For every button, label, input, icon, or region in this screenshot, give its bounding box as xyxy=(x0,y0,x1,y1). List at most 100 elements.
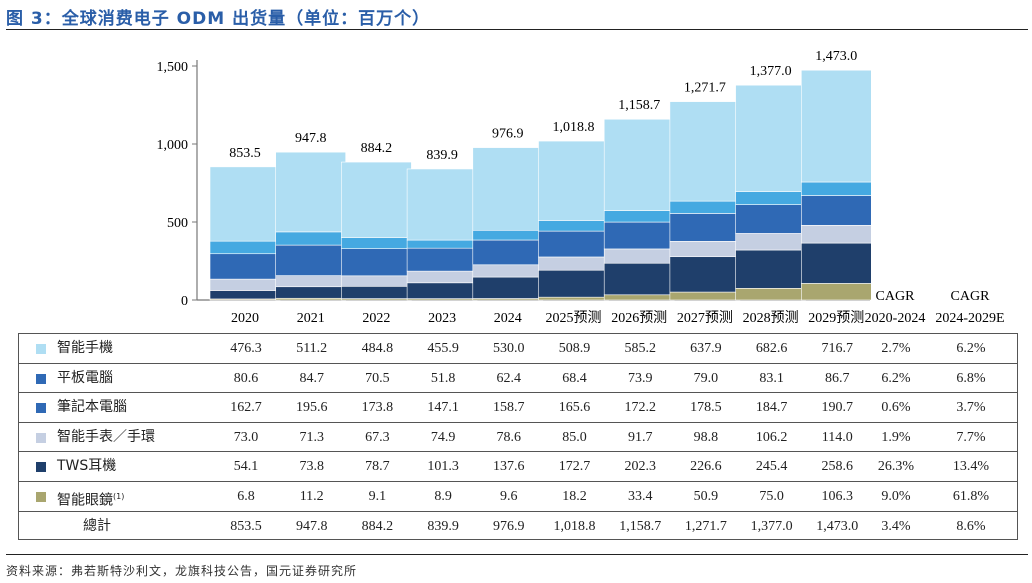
source-note: 资料来源：弗若斯特沙利文，龙旗科技公告，国元证券研究所 xyxy=(6,564,358,578)
value-cell: 51.8 xyxy=(430,370,456,386)
total-label: 884.2 xyxy=(361,141,393,156)
total-label: 1,271.7 xyxy=(684,81,726,96)
total-cell: 884.2 xyxy=(361,518,394,534)
bar-segment xyxy=(406,247,478,272)
bar-segment xyxy=(669,101,741,202)
bar-segment xyxy=(406,270,478,284)
row-label: 筆記本電腦 xyxy=(57,393,127,422)
value-cell: 18.2 xyxy=(562,489,587,504)
bar-segment xyxy=(800,224,872,244)
legend-swatch xyxy=(36,432,46,443)
x-tick-label: 2022 xyxy=(362,311,390,326)
table-row: 智能手機 476.3 511.2 484.8 455.9 530.0 508.9 585.2 6… xyxy=(19,334,1017,364)
bar-segment xyxy=(735,84,806,192)
bar-segment xyxy=(209,290,281,300)
cagr-cell: 3.7% xyxy=(956,400,986,416)
bar-segment xyxy=(472,276,544,299)
bar-segment xyxy=(538,296,609,301)
bar-segment xyxy=(538,269,609,298)
value-cell: 147.1 xyxy=(427,400,459,416)
stacked-bar-chart: 0 500 1,000 1,500 853.5 2020 947.8 2021 884.2 202… xyxy=(157,49,1005,326)
bar-segment xyxy=(669,291,741,301)
value-cell: 716.7 xyxy=(821,341,854,356)
bar-segment xyxy=(800,181,872,196)
x-tick-label: 2025预测 xyxy=(546,310,602,326)
value-cell: 106.2 xyxy=(755,429,788,445)
total-cell: 976.9 xyxy=(493,518,525,534)
y-tick-label: 500 xyxy=(167,216,188,231)
bar-segment xyxy=(603,118,675,211)
bar-segment xyxy=(669,213,741,242)
x-tick-label: 2029预测 xyxy=(808,310,864,326)
value-cell: 184.7 xyxy=(755,400,788,416)
legend-swatch xyxy=(36,462,46,473)
cagr-cell: 26.3% xyxy=(877,459,915,475)
bar-segment xyxy=(800,283,872,301)
value-cell: 158.7 xyxy=(493,400,525,416)
bar-segment xyxy=(800,242,872,284)
legend-swatch xyxy=(36,492,46,502)
row-label: 智能手機 xyxy=(57,334,113,363)
value-cell: 511.2 xyxy=(296,341,328,356)
value-cell: 79.0 xyxy=(693,370,719,386)
total-label: 總計 xyxy=(83,517,111,534)
value-cell: 455.9 xyxy=(427,341,459,356)
value-cell: 172.7 xyxy=(558,459,591,475)
series-name: 智能手表／手環 xyxy=(57,428,155,445)
value-cell: 178.5 xyxy=(690,400,722,416)
series-name: 智能眼鏡 xyxy=(57,492,113,509)
cagr-header-title: CAGR xyxy=(951,289,991,304)
bar-segment xyxy=(341,161,412,238)
value-cell: 74.9 xyxy=(430,429,456,445)
y-tick-label: 1,000 xyxy=(157,138,189,153)
value-cell: 637.9 xyxy=(690,341,722,356)
total-cell: 839.9 xyxy=(427,518,459,534)
row-label: 智能手表／手環 xyxy=(57,423,155,452)
value-cell: 6.8 xyxy=(237,489,255,504)
value-cell: 73.0 xyxy=(233,429,259,445)
bar-segment xyxy=(209,166,281,242)
value-cell: 226.6 xyxy=(690,459,722,475)
bar-segment xyxy=(472,229,544,241)
series-name: TWS耳機 xyxy=(57,458,117,475)
value-cell: 11.2 xyxy=(299,489,324,504)
value-cell: 84.7 xyxy=(299,370,324,386)
legend-swatch xyxy=(36,403,46,414)
value-cell: 8.9 xyxy=(434,489,452,504)
bar-segment xyxy=(735,204,806,234)
value-cell: 83.1 xyxy=(759,370,784,386)
bar-segment xyxy=(472,239,544,266)
bar-segment xyxy=(538,140,609,221)
legend-swatch xyxy=(36,373,46,384)
value-cell: 73.9 xyxy=(627,370,653,386)
cagr-cell: 0.6% xyxy=(881,400,911,416)
total-cell: 1,473.0 xyxy=(816,518,859,534)
series-name: 筆記本電腦 xyxy=(57,399,127,416)
bar-segment xyxy=(538,256,609,271)
y-tick-label: 0 xyxy=(181,294,188,309)
cagr-cell: 13.4% xyxy=(952,459,990,475)
x-tick-label: 2026预测 xyxy=(611,310,667,326)
value-cell: 682.6 xyxy=(755,341,788,356)
value-cell: 71.3 xyxy=(299,429,324,445)
bar-segment xyxy=(275,286,347,299)
value-cell: 190.7 xyxy=(821,400,854,416)
bar-segment xyxy=(538,220,609,232)
cagr-cell: 6.2% xyxy=(881,370,911,386)
x-tick-label: 2023 xyxy=(428,311,456,326)
value-cell: 173.8 xyxy=(361,400,394,416)
cagr-cell: 6.2% xyxy=(956,341,986,356)
bar-segment xyxy=(669,200,741,214)
bar-segment xyxy=(209,253,281,280)
bar-segment xyxy=(669,256,741,293)
cagr-cell: 2.7% xyxy=(881,341,911,356)
value-cell: 585.2 xyxy=(624,341,656,356)
value-cell: 106.3 xyxy=(821,489,854,504)
total-cell: 947.8 xyxy=(295,518,328,534)
cagr-header-period: 2024-2029E xyxy=(935,311,1004,326)
total-cell: 1,018.8 xyxy=(553,518,596,534)
total-row: 總計 853.5 947.8 884.2 839.9 976.9 1,018.8 1,158.… xyxy=(19,512,1017,542)
bar-segment xyxy=(538,230,609,258)
row-label: TWS耳機 xyxy=(57,452,116,481)
bar-segment xyxy=(735,287,806,301)
